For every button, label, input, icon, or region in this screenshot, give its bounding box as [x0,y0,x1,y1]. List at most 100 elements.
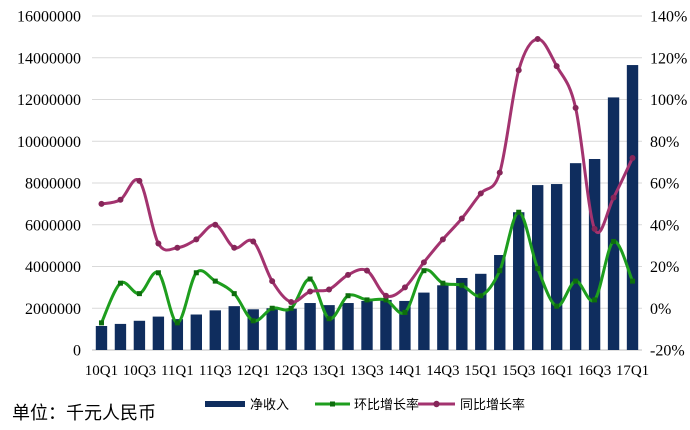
bar-net-revenue [380,299,392,350]
bar-net-revenue [342,303,354,350]
legend-label-qoq-growth: 环比增长率 [354,397,419,412]
y-axis-left: 0 2000000 4000000 6000000 8000000 10000000 120… [17,9,81,360]
bar-net-revenue [114,323,127,350]
bar-net-revenue [152,316,165,350]
point-marker-yoy-growth [382,292,389,299]
line-series [98,35,636,326]
y-left-tick-label: 8000000 [25,176,81,193]
point-marker-yoy-growth [117,196,124,203]
bar-net-revenue [285,308,297,350]
x-tick-label: 15Q3 [502,363,535,379]
bar-series-net-revenue [95,65,639,351]
bar-net-revenue [209,310,221,350]
bar-net-revenue [607,97,620,350]
bar-net-revenue [399,300,411,350]
y-left-tick-label: 4000000 [25,259,81,276]
y-right-tick-label: 120% [650,50,687,67]
bar-net-revenue [190,314,202,350]
x-tick-label: 10Q1 [85,363,118,379]
point-marker-qoq-growth [402,309,408,315]
point-marker-qoq-growth [231,291,237,297]
point-marker-yoy-growth [534,35,541,42]
point-marker-yoy-growth [307,288,314,295]
bar-net-revenue [626,65,639,351]
point-marker-qoq-growth [611,238,617,244]
point-marker-qoq-growth [630,278,636,284]
point-marker-qoq-growth [364,297,370,303]
point-marker-yoy-growth [345,271,352,278]
bar-net-revenue [418,292,430,350]
bar-net-revenue [437,285,449,350]
point-marker-qoq-growth [478,293,484,299]
point-marker-yoy-growth [212,221,219,228]
x-tick-label: 14Q1 [388,363,421,379]
point-marker-qoq-growth [345,293,351,299]
point-marker-yoy-growth [477,190,484,197]
y-right-tick-label: 40% [650,217,679,234]
y-axis-right: -20% 0% 20% 40% 60% 80% 100% 120% 140% [650,9,687,360]
point-marker-yoy-growth [572,104,579,111]
bar-net-revenue [361,300,373,350]
point-marker-qoq-growth [383,297,389,303]
x-tick-label: 12Q1 [237,363,270,379]
series-yoy-growth [98,35,636,305]
point-marker-yoy-growth [326,286,333,293]
point-marker-yoy-growth [420,259,427,266]
y-right-tick-label: 80% [650,134,679,151]
x-tick-label: 11Q1 [161,363,194,379]
point-marker-yoy-growth [269,278,276,285]
bar-net-revenue [133,320,146,350]
x-tick-label: 13Q1 [312,363,345,379]
legend-item-net-revenue: 净收入 [205,397,289,412]
point-marker-qoq-growth [592,297,598,303]
x-tick-label: 16Q1 [540,363,573,379]
x-axis: 10Q1 10Q3 11Q1 11Q3 12Q1 12Q3 13Q1 13Q3 14Q1 14Q3… [85,363,649,379]
point-marker-yoy-growth [591,225,598,232]
point-marker-qoq-growth [117,280,123,286]
y-left-tick-label: 10000000 [17,134,81,151]
point-marker-yoy-growth [364,267,370,274]
x-tick-label: 15Q1 [464,363,497,379]
bar-net-revenue [171,319,184,350]
point-marker-qoq-growth [516,209,522,215]
point-marker-qoq-growth [288,305,294,311]
point-marker-qoq-growth [459,282,465,288]
bar-net-revenue [475,273,487,350]
y-left-tick-label: 16000000 [17,9,81,26]
bar-net-revenue [456,277,468,350]
bar-net-revenue [95,325,108,350]
bar-net-revenue [588,158,601,350]
point-marker-yoy-growth [515,67,522,74]
point-marker-qoq-growth [421,268,427,274]
point-marker-yoy-growth [174,244,181,251]
legend-label-yoy-growth: 同比增长率 [460,397,525,412]
y-left-tick-label: 6000000 [25,217,81,234]
legend-marker-yoy-growth [433,400,440,408]
point-marker-qoq-growth [440,280,446,286]
point-marker-yoy-growth [439,236,446,243]
point-marker-yoy-growth [155,240,162,247]
y-right-tick-label: 0% [650,301,671,318]
legend-swatch-net-revenue [205,401,245,407]
x-tick-label: 12Q3 [274,363,307,379]
point-marker-yoy-growth [250,238,257,245]
y-right-tick-label: 60% [650,176,679,193]
x-tick-label: 10Q3 [123,363,156,379]
point-marker-qoq-growth [193,270,199,276]
point-marker-yoy-growth [193,236,200,243]
point-marker-qoq-growth [98,320,104,326]
point-marker-yoy-growth [610,194,617,201]
point-marker-qoq-growth [155,270,161,276]
bar-net-revenue [569,163,582,350]
series-line-yoy-growth [101,37,634,304]
point-marker-yoy-growth [136,177,143,184]
legend-marker-qoq-growth [330,401,335,407]
x-tick-label: 11Q3 [199,363,232,379]
y-left-tick-label: 2000000 [25,301,81,318]
point-marker-yoy-growth [553,63,560,70]
point-marker-yoy-growth [401,284,408,291]
point-marker-qoq-growth [212,278,218,284]
point-marker-yoy-growth [288,298,295,305]
y-left-tick-label: 14000000 [17,50,81,67]
legend-item-qoq-growth: 环比增长率 [315,397,419,412]
